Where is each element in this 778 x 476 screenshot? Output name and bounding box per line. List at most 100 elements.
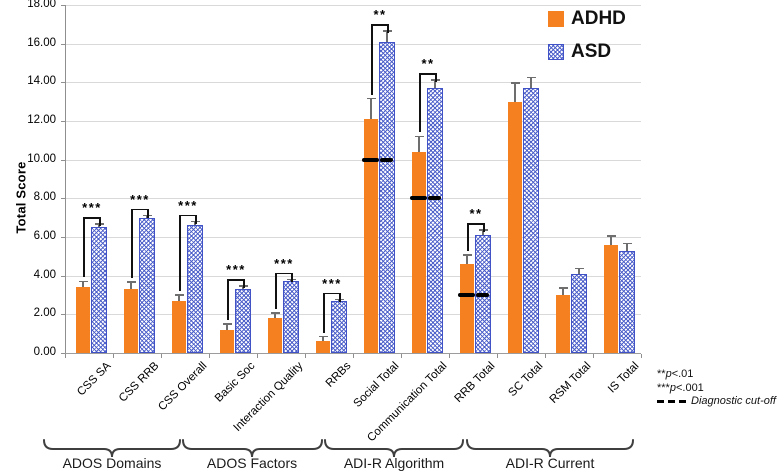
y-tick-label-6: 6.00 (33, 230, 56, 242)
legend-item-asd: ASD (548, 41, 626, 63)
error-cap-adhd-social-total (366, 97, 376, 100)
y-tick-label-14: 14.00 (27, 75, 56, 88)
sig-bracket-top-basic-soc (227, 279, 245, 281)
sig-bracket-top-communication-total (419, 73, 437, 76)
sig-stars-basic-soc: *** (226, 262, 246, 278)
brace-adi-r-current (466, 439, 634, 458)
note-p-01: **p<.01 (657, 368, 694, 380)
brace-ados-factors (182, 439, 323, 458)
sig-stars-rrb-total: ** (469, 206, 483, 222)
sig-stars-interaction-quality: *** (274, 255, 294, 271)
error-cap-adhd-rrb-total (462, 254, 472, 256)
y-tick-2 (61, 314, 65, 316)
error-bar-asd-sc-total (530, 76, 532, 89)
sig-bracket-top-social-total (371, 24, 389, 26)
y-tick-label-4: 4.00 (33, 268, 56, 281)
error-bar-adhd-rrbs (322, 335, 324, 342)
gridline-6 (65, 237, 641, 238)
cutoff-dash-adhd-rrb-total (458, 293, 475, 297)
error-cap-adhd-css-sa (78, 280, 88, 282)
x-tick-6 (353, 354, 354, 358)
x-tick-11 (593, 354, 594, 358)
x-tick-2 (161, 354, 162, 358)
sig-bracket-left-communication-total (419, 73, 421, 133)
sig-bracket-left-css-overall (179, 214, 181, 292)
error-cap-adhd-is-total (606, 235, 616, 237)
cutoff-dash-adhd-social-total (362, 157, 379, 162)
bar-adhd-css-sa (76, 287, 90, 353)
sig-stars-rrbs: *** (322, 275, 342, 291)
sig-bracket-top-css-sa (83, 217, 101, 220)
group-label-ados-factors: ADOS Factors (206, 455, 298, 471)
error-bar-asd-social-total (386, 30, 388, 42)
bar-asd-rrbs (331, 300, 347, 353)
x-tick-9 (497, 354, 498, 358)
bar-asd-css-overall (187, 225, 203, 353)
error-cap-adhd-rsm-total (558, 287, 568, 289)
sig-bracket-top-css-overall (179, 214, 197, 217)
brace-ados-domains (43, 439, 181, 458)
bar-adhd-communication-total (412, 151, 426, 353)
sig-bracket-left-basic-soc (227, 279, 229, 321)
error-bar-asd-communication-total (434, 79, 436, 89)
bar-adhd-sc-total (508, 101, 522, 353)
bar-asd-rsm-total (571, 273, 587, 353)
gridline-4 (65, 275, 641, 277)
error-cap-asd-is-total (622, 242, 632, 245)
sig-stars-social-total: ** (373, 7, 387, 23)
group-braces (43, 439, 634, 458)
sig-bracket-right-css-overall (195, 214, 197, 224)
sig-bracket-top-rrbs (323, 292, 341, 295)
gridline-8 (65, 198, 641, 200)
gridline-18 (65, 5, 641, 6)
cutoff-dash-asd-rrb-total (476, 293, 489, 297)
sig-bracket-right-communication-total (435, 73, 437, 83)
asd-hatched-swatch-icon (548, 44, 564, 60)
adhd-solid-swatch-icon (548, 11, 564, 27)
sig-bracket-top-rrb-total (467, 223, 485, 225)
dashed-line-icon (657, 399, 687, 403)
sig-bracket-right-social-total (387, 24, 389, 34)
sig-bracket-right-interaction-quality (291, 272, 293, 282)
gridline-12 (65, 121, 641, 122)
bar-adhd-css-rrb (124, 289, 138, 353)
sig-bracket-top-interaction-quality (275, 272, 293, 275)
y-tick-12 (61, 121, 65, 122)
error-bar-adhd-basic-soc (226, 323, 228, 330)
error-bar-adhd-interaction-quality (274, 312, 276, 319)
y-tick-10 (61, 159, 65, 161)
gridline-16 (65, 43, 641, 45)
error-cap-asd-rsm-total (574, 267, 584, 270)
legend-label-adhd: ADHD (571, 8, 626, 29)
bar-adhd-rsm-total (556, 295, 570, 353)
bar-adhd-interaction-quality (268, 318, 282, 353)
bar-asd-interaction-quality (283, 281, 299, 353)
sig-bracket-right-css-rrb (147, 208, 149, 218)
x-tick-12 (641, 354, 642, 358)
legend-item-adhd: ADHD (548, 8, 626, 30)
y-tick-18 (61, 5, 65, 6)
bar-asd-is-total (619, 250, 635, 353)
note-cutoff: Diagnostic cut-off (657, 395, 776, 409)
x-tick-4 (257, 354, 258, 358)
y-tick-label-16: 16.00 (27, 36, 56, 49)
legend: ADHD ASD (548, 8, 626, 74)
x-tick-0 (65, 354, 66, 358)
sig-bracket-top-css-rrb (131, 208, 149, 211)
y-tick-label-2: 2.00 (33, 307, 56, 320)
legend-label-asd: ASD (571, 41, 612, 62)
bar-asd-social-total (379, 41, 395, 353)
sig-bracket-left-rrbs (323, 292, 325, 333)
error-cap-adhd-basic-soc (222, 323, 232, 325)
y-tick-14 (61, 82, 65, 84)
y-axis-line (65, 5, 66, 353)
error-cap-adhd-rrbs (318, 335, 328, 338)
bar-asd-css-sa (91, 227, 107, 353)
sig-stars-css-sa: *** (82, 200, 102, 216)
sig-bracket-left-rrb-total (467, 223, 469, 252)
bar-asd-communication-total (427, 88, 443, 353)
error-cap-adhd-css-rrb (126, 281, 136, 283)
x-tick-10 (545, 354, 546, 358)
bar-asd-css-rrb (139, 217, 155, 353)
